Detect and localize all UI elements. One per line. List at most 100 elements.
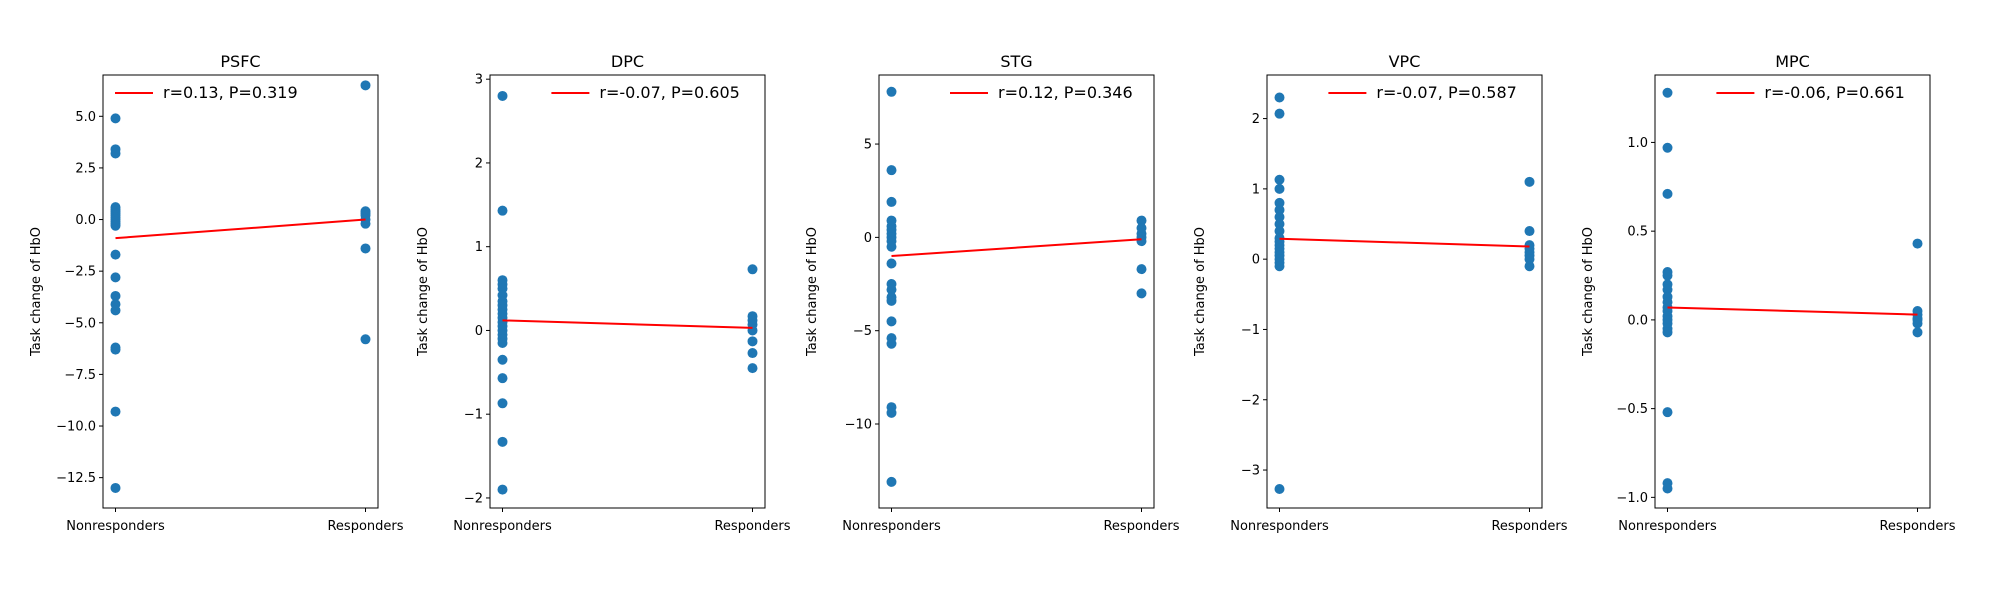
- y-tick-label: −5.0: [64, 316, 96, 331]
- data-point: [360, 80, 371, 91]
- data-point: [1662, 407, 1673, 418]
- legend-label: r=0.12, P=0.346: [998, 83, 1133, 102]
- data-point: [497, 484, 508, 495]
- y-axis-label: Task change of HbO: [805, 227, 820, 357]
- data-point: [360, 334, 371, 345]
- y-tick-label: 3: [475, 73, 483, 88]
- data-point: [1662, 483, 1673, 494]
- data-point: [1136, 236, 1147, 247]
- chart-title: PSFC: [220, 52, 260, 71]
- data-point: [886, 284, 897, 295]
- data-point: [110, 220, 121, 231]
- y-tick-label: −2: [464, 491, 483, 506]
- data-point: [1136, 215, 1147, 226]
- x-tick-label: Nonresponders: [453, 519, 552, 534]
- data-point: [110, 305, 121, 316]
- data-point: [497, 436, 508, 447]
- y-axis-label: Task change of HbO: [29, 227, 44, 357]
- data-point: [886, 196, 897, 207]
- data-point: [886, 295, 897, 306]
- data-point: [1274, 211, 1285, 222]
- x-tick-label: Responders: [1491, 519, 1567, 534]
- panel-vpc: VPC 2 1 0 −1 −2 −3 Nonresponders Responders Task …: [1193, 52, 1568, 534]
- data-point: [1662, 327, 1673, 338]
- data-point: [497, 354, 508, 365]
- x-tick-label: Responders: [1879, 519, 1955, 534]
- y-tick-label: −10.0: [56, 420, 96, 435]
- data-point: [886, 86, 897, 97]
- data-point: [110, 344, 121, 355]
- legend-label: r=-0.07, P=0.605: [599, 83, 739, 102]
- x-tick-label: Responders: [1103, 519, 1179, 534]
- data-point: [886, 476, 897, 487]
- y-tick-label: 0.0: [75, 213, 96, 228]
- data-point: [110, 482, 121, 493]
- y-tick-label: −12.5: [56, 471, 96, 486]
- data-point: [497, 373, 508, 384]
- y-tick-label: 5: [864, 138, 872, 153]
- data-point: [886, 316, 897, 327]
- data-point: [1912, 327, 1923, 338]
- axes-frame: [878, 74, 1155, 509]
- data-point: [110, 148, 121, 159]
- data-point: [1524, 254, 1535, 265]
- panel-mpc: MPC 1.0 0.5 0.0 −0.5 −1.0 Nonresponders Respond…: [1581, 52, 1956, 534]
- data-point: [360, 243, 371, 254]
- panel-psfc: PSFC 5.0 2.5 0.0 −2.5 −5.0 −7.5 −10.0 −12.5 Nonre…: [29, 52, 404, 534]
- x-tick-label: Nonresponders: [1618, 519, 1717, 534]
- fit-line: [115, 218, 366, 240]
- data-point: [1274, 226, 1285, 237]
- y-tick-label: 2.5: [75, 161, 96, 176]
- data-point: [360, 218, 371, 229]
- y-tick-label: −1: [464, 408, 483, 423]
- data-point: [1662, 142, 1673, 153]
- y-tick-label: 2: [475, 156, 483, 171]
- y-tick-label: 1: [1252, 182, 1260, 197]
- data-point: [110, 113, 121, 124]
- y-axis-label: Task change of HbO: [1193, 227, 1208, 357]
- data-point: [1274, 204, 1285, 215]
- data-point: [497, 205, 508, 216]
- y-tick-label: −0.5: [1616, 402, 1648, 417]
- axes-frame: [489, 74, 766, 509]
- y-tick-label: 0.5: [1627, 225, 1648, 240]
- x-tick-label: Responders: [714, 519, 790, 534]
- legend-label: r=-0.06, P=0.661: [1764, 83, 1904, 102]
- data-point: [1136, 288, 1147, 299]
- data-point: [1662, 270, 1673, 281]
- legend-label: r=0.13, P=0.319: [163, 83, 298, 102]
- y-tick-label: 1: [475, 240, 483, 255]
- legend-label: r=-0.07, P=0.587: [1376, 83, 1516, 102]
- fit-line: [1279, 237, 1530, 248]
- data-point: [110, 406, 121, 417]
- data-point: [1662, 284, 1673, 295]
- data-point: [1274, 484, 1285, 495]
- data-point: [747, 264, 758, 275]
- y-tick-label: −7.5: [64, 368, 96, 383]
- y-tick-label: 0: [864, 231, 872, 246]
- fit-line: [1667, 306, 1918, 316]
- y-tick-label: 1.0: [1627, 136, 1648, 151]
- data-point: [747, 348, 758, 359]
- chart-title: VPC: [1389, 52, 1421, 71]
- panel-dpc: DPC 3 2 1 0 −1 −2 Nonresponders Responders Task c…: [416, 52, 791, 534]
- data-point: [886, 258, 897, 269]
- data-point: [1274, 92, 1285, 103]
- y-axis-label: Task change of HbO: [416, 227, 431, 357]
- x-tick-label: Nonresponders: [1230, 519, 1329, 534]
- x-tick-label: Nonresponders: [842, 519, 941, 534]
- data-point: [497, 90, 508, 101]
- chart-title: MPC: [1775, 52, 1810, 71]
- y-axis-label: Task change of HbO: [1581, 227, 1596, 357]
- data-point: [1662, 87, 1673, 98]
- y-tick-label: −3: [1241, 464, 1260, 479]
- fit-line: [502, 319, 753, 329]
- data-point: [1274, 108, 1285, 119]
- axes-frame: [1266, 74, 1543, 509]
- data-point: [1274, 183, 1285, 194]
- x-tick-label: Responders: [327, 519, 403, 534]
- chart-title: DPC: [611, 52, 644, 71]
- data-point: [747, 336, 758, 347]
- y-tick-label: 0.0: [1627, 313, 1648, 328]
